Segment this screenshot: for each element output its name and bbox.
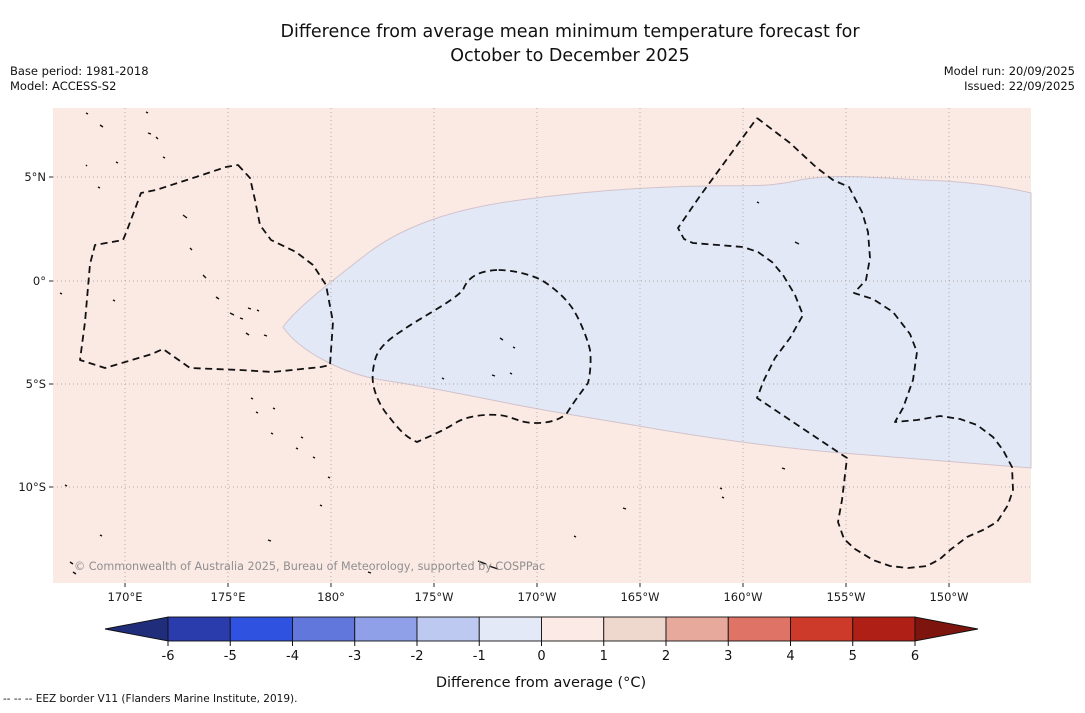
cool-anomaly-region <box>282 176 1032 469</box>
cbar-label-neg5: -5 <box>224 649 237 664</box>
copyright-text: © Commonwealth of Australia 2025, Bureau… <box>74 560 545 573</box>
colorbar-left-arrow <box>104 616 169 642</box>
colorbar-seg-pos5 <box>852 616 916 642</box>
colorbar-seg-neg3 <box>354 616 418 642</box>
colorbar-seg-pos1 <box>603 616 667 642</box>
model-run-text: Model run: 20/09/2025 <box>943 64 1075 78</box>
y-tick-5n: 5°N <box>24 170 46 184</box>
x-tick-170e: 170°E <box>108 590 143 604</box>
meta-right: Model run: 20/09/2025 Issued: 22/09/2025 <box>944 64 1075 94</box>
x-tick-180: 180° <box>317 590 345 604</box>
x-tick-155w: 155°W <box>826 590 865 604</box>
figure-title: Difference from average mean minimum tem… <box>120 21 1020 68</box>
colorbar-seg-pos2 <box>665 616 729 642</box>
figure-title-line2: October to December 2025 <box>450 45 690 66</box>
cbar-label-pos1: 1 <box>600 649 608 664</box>
gridlines <box>53 108 1031 583</box>
colorbar-seg-neg1 <box>478 616 542 642</box>
y-axis-labels: 5°N 0° 5°S 10°S <box>18 170 46 494</box>
cbar-label-neg4: -4 <box>286 649 299 664</box>
cbar-label-neg3: -3 <box>348 649 361 664</box>
islands <box>59 111 800 575</box>
colorbar-seg-pos0 <box>541 616 605 642</box>
axis-ticks <box>49 176 950 587</box>
x-tick-175e: 175°E <box>211 590 246 604</box>
colorbar-seg-pos4 <box>790 616 854 642</box>
cbar-label-neg1: -1 <box>473 649 486 664</box>
issued-text: Issued: 22/09/2025 <box>964 79 1075 93</box>
colorbar: -6 -5 -4 -3 -2 -1 0 1 2 3 4 5 6 Differen… <box>104 616 979 691</box>
colorbar-seg-neg6 <box>167 616 231 642</box>
cbar-label-pos6: 6 <box>911 649 919 664</box>
x-tick-170w: 170°W <box>517 590 556 604</box>
map-area: 5°N 0° 5°S 10°S 170°E 175°E 180° 175°W 1… <box>18 108 1032 604</box>
colorbar-seg-pos3 <box>727 616 791 642</box>
y-tick-0: 0° <box>33 274 46 288</box>
cbar-label-pos4: 4 <box>786 649 794 664</box>
colorbar-right-arrow <box>914 616 979 642</box>
colorbar-ticks <box>167 641 916 646</box>
x-tick-175w: 175°W <box>414 590 453 604</box>
model-text: Model: ACCESS-S2 <box>10 79 117 93</box>
colorbar-title: Difference from average (°C) <box>436 675 646 691</box>
eez-footnote: -- -- -- EEZ border V11 (Flanders Marine… <box>3 693 298 705</box>
colorbar-seg-neg2 <box>416 616 480 642</box>
y-tick-5s: 5°S <box>26 377 46 391</box>
eez-border-west <box>79 164 334 373</box>
cbar-label-pos5: 5 <box>849 649 857 664</box>
eez-border-central <box>371 269 592 443</box>
cbar-label-pos3: 3 <box>724 649 732 664</box>
y-tick-10s: 10°S <box>18 480 46 494</box>
x-tick-165w: 165°W <box>620 590 659 604</box>
colorbar-tick-labels: -6 -5 -4 -3 -2 -1 0 1 2 3 4 5 6 <box>162 649 920 664</box>
cbar-label-0: 0 <box>537 649 545 664</box>
x-tick-160w: 160°W <box>723 590 762 604</box>
colorbar-seg-neg4 <box>292 616 356 642</box>
cbar-label-neg2: -2 <box>411 649 424 664</box>
colorbar-seg-neg5 <box>229 616 293 642</box>
cbar-label-neg6: -6 <box>162 649 175 664</box>
x-axis-labels: 170°E 175°E 180° 175°W 170°W 165°W 160°W… <box>108 590 969 604</box>
eez-borders <box>79 117 1014 569</box>
meta-left: Base period: 1981-2018 Model: ACCESS-S2 <box>10 64 149 94</box>
base-period-text: Base period: 1981-2018 <box>10 64 149 78</box>
eez-border-east <box>677 117 1014 569</box>
cbar-label-pos2: 2 <box>662 649 670 664</box>
x-tick-150w: 150°W <box>929 590 968 604</box>
figure-title-line1: Difference from average mean minimum tem… <box>280 22 860 42</box>
